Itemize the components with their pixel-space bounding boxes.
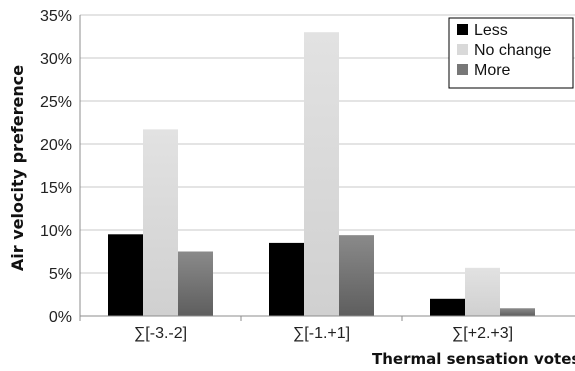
bar-no-change — [143, 129, 178, 316]
bar-more — [500, 308, 535, 316]
y-tick-label: 0% — [49, 309, 72, 326]
legend: Less No change More — [448, 17, 574, 89]
x-tick-label: ∑[-1.+1] — [293, 325, 350, 342]
y-axis-title: Air velocity preference — [8, 65, 27, 271]
bar-no-change — [304, 32, 339, 316]
y-tick-labels: 0% 5% 10% 15% 20% 25% 30% 35% — [40, 8, 72, 326]
legend-box — [448, 17, 574, 89]
x-tick-label: ∑[-3.-2] — [134, 325, 187, 342]
x-tick-labels: ∑[-3.-2] ∑[-1.+1] ∑[+2.+3] — [134, 325, 513, 342]
x-axis-title: Thermal sensation votes — [372, 350, 575, 368]
x-tick-label: ∑[+2.+3] — [452, 325, 513, 342]
y-tick-label: 10% — [40, 223, 72, 240]
y-tick-label: 30% — [40, 51, 72, 68]
y-tick-label: 20% — [40, 137, 72, 154]
bar-no-change — [465, 267, 500, 316]
legend-swatch — [457, 64, 468, 75]
bar-less — [108, 234, 143, 316]
legend-label: More — [474, 62, 511, 79]
y-tick-label: 5% — [49, 266, 72, 283]
axes — [79, 15, 575, 321]
y-tick-label: 15% — [40, 180, 72, 197]
bar-less — [430, 298, 465, 316]
legend-label: No change — [474, 42, 551, 59]
bar-more — [339, 235, 374, 316]
y-tick-label: 25% — [40, 94, 72, 111]
legend-label: Less — [474, 22, 508, 39]
legend-swatch — [457, 44, 468, 55]
y-tick-label: 35% — [40, 8, 72, 25]
bars — [108, 32, 535, 316]
bar-less — [269, 242, 304, 316]
bar-more — [178, 251, 213, 316]
legend-swatch — [457, 24, 468, 35]
